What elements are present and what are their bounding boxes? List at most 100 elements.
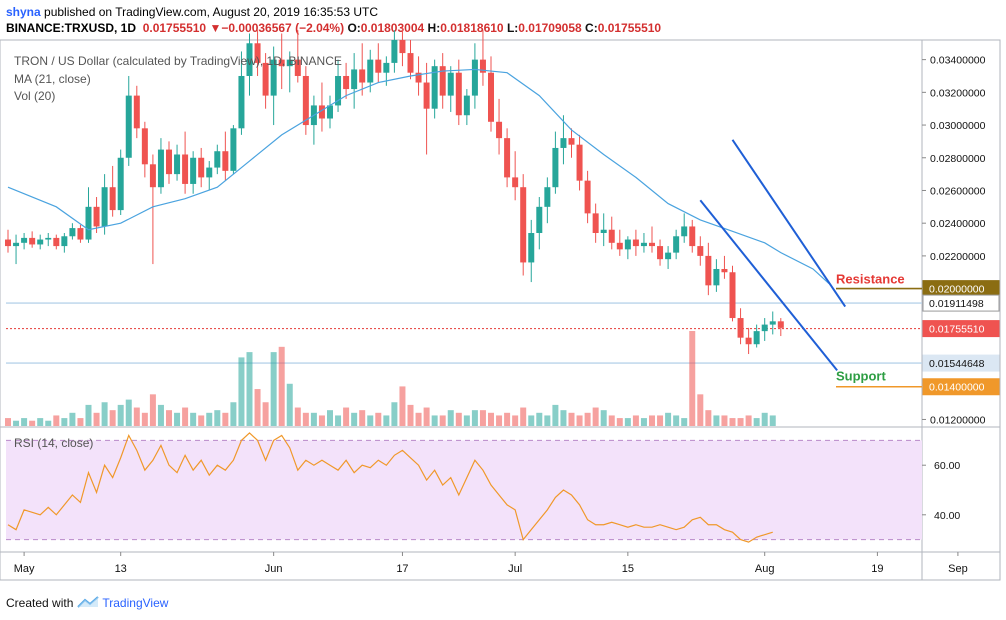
volume-bar [608,415,615,426]
candle-body [713,268,720,286]
time-tick-label: Sep [948,563,968,575]
footer-credit: Created with TradingView [6,596,168,611]
candle-body [520,187,527,263]
volume-bar [343,407,350,426]
candle-body [367,59,374,83]
candle-body [149,164,156,188]
price-tag-label: 0.01755510 [929,324,985,336]
publish-info: shyna published on TradingView.com, Augu… [6,5,378,19]
candle-body [544,187,551,207]
volume-bar [616,418,623,426]
volume-bar [359,410,366,426]
volume-bar [61,418,68,426]
volume-bar [230,402,237,426]
volume-bar [721,415,728,426]
volume-bar [157,404,164,426]
volume-bar [53,415,60,426]
candle-body [689,226,696,247]
candle-body [463,95,470,116]
volume-bar [471,410,478,426]
candle-body [238,75,245,129]
candle-body [673,236,680,253]
author-name[interactable]: shyna [6,5,41,19]
volume-bar [769,415,776,426]
volume-bar [431,415,438,426]
candle-body [278,59,285,67]
open-label: O: [347,21,361,35]
price-tick-label: 0.03400000 [930,55,986,67]
volume-bar [109,410,116,426]
candle-body [109,187,116,211]
candle-body [665,252,672,260]
volume-bar [174,412,181,426]
volume-bar [286,383,293,426]
candle-body [697,246,704,256]
candle-body [592,213,599,233]
candle-body [479,59,486,73]
candle-body [729,272,736,319]
volume-bar [141,412,148,426]
volume-bar [270,352,277,426]
candle-body [101,187,108,227]
descending-channel-line [731,139,847,308]
volume-bar [166,410,172,426]
candle-body [649,242,655,247]
volume-bar [5,418,11,426]
volume-bar [689,331,696,426]
volume-bar [439,415,446,426]
volume-bar [407,404,414,426]
high-label: H: [427,21,441,35]
price-tag-label: 0.01911498 [929,298,984,310]
candle-body [246,43,253,76]
volume-bar [761,412,768,426]
volume-bar [13,420,20,426]
volume-bar [536,412,543,426]
price-tick-label: 0.02200000 [930,251,986,263]
volume-bar [568,412,575,426]
time-tick-label: Jul [508,563,522,575]
candle-body [407,53,414,73]
volume-bar [745,415,752,426]
price-tag-label: 0.01544648 [929,358,985,370]
volume-bar [246,352,253,426]
volume-bar [423,407,430,426]
footer-created-label: Created with [6,596,74,610]
candle-body [632,239,639,247]
volume-bar [737,418,744,426]
candle-body [761,324,768,332]
volume-bar [681,418,688,426]
volume-bar [753,418,760,426]
candle-body [431,66,438,109]
candle-body [21,237,28,243]
volume-bar [85,404,92,426]
volume-bar [455,412,462,426]
volume-bar [77,418,84,426]
price-tag-marker [922,294,1000,312]
volume-bar [383,415,390,426]
volume-bar [592,407,599,426]
volume-bar [560,410,567,426]
volume-bar [125,399,132,426]
volume-bar [278,346,285,426]
candle-body [230,128,237,171]
volume-bar [206,412,213,426]
volume-bar [520,407,527,426]
candle-body [53,237,60,247]
volume-bar [729,418,736,426]
candle-body [399,40,406,54]
candle-body [190,157,197,184]
time-tick-label: Jun [265,563,283,575]
footer-brand-link[interactable]: TradingView [102,596,169,610]
candle-body [769,321,776,325]
candle-body [496,121,503,139]
volume-bar [310,412,317,426]
volume-bar [488,412,494,426]
volume-bar [665,412,672,426]
candle-body [455,72,462,116]
candle-body [657,246,664,260]
candle-body [536,206,543,233]
volume-bar [552,404,559,426]
candle-body [318,105,325,119]
volume-bar [624,418,631,426]
